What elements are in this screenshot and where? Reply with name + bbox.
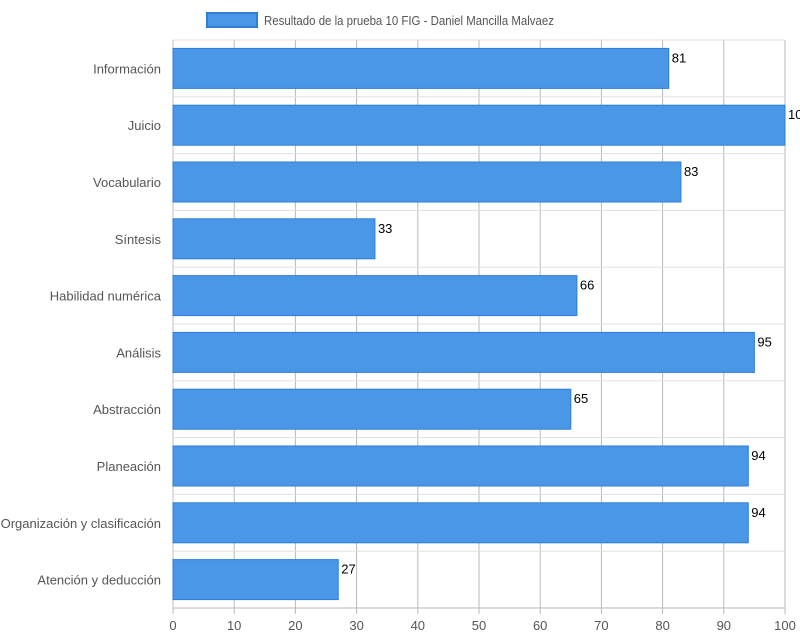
x-tick-label: 60 xyxy=(533,618,547,633)
x-tick-label: 50 xyxy=(472,618,486,633)
category-label: Abstracción xyxy=(93,402,161,417)
bar[interactable] xyxy=(172,161,682,203)
x-tick-label: 100 xyxy=(774,618,796,633)
category-label: Vocabulario xyxy=(93,175,161,190)
category-label: Síntesis xyxy=(115,232,162,247)
bar[interactable] xyxy=(172,218,376,260)
category-label: Análisis xyxy=(116,345,161,360)
x-tick-label: 0 xyxy=(169,618,176,633)
bar[interactable] xyxy=(172,275,578,317)
category-label: Información xyxy=(93,61,161,76)
x-tick-label: 40 xyxy=(411,618,425,633)
x-tick-label: 20 xyxy=(288,618,302,633)
data-label: 100 xyxy=(788,107,800,122)
data-label: 27 xyxy=(341,562,355,577)
data-label: 81 xyxy=(672,50,686,65)
x-tick-label: 10 xyxy=(227,618,241,633)
x-tick-label: 70 xyxy=(594,618,608,633)
legend-label: Resultado de la prueba 10 FIG - Daniel M… xyxy=(264,12,554,28)
category-label: Juicio xyxy=(128,118,161,133)
x-tick-label: 90 xyxy=(717,618,731,633)
category-label: Habilidad numérica xyxy=(50,289,162,304)
data-label: 66 xyxy=(580,278,594,293)
data-label: 94 xyxy=(751,448,765,463)
bar[interactable] xyxy=(172,445,749,487)
bar[interactable] xyxy=(172,331,755,373)
data-label: 33 xyxy=(378,221,392,236)
data-label: 65 xyxy=(574,391,588,406)
data-label: 94 xyxy=(751,505,765,520)
x-tick-label: 80 xyxy=(655,618,669,633)
category-label: Organización y clasificación xyxy=(1,516,161,531)
data-label: 83 xyxy=(684,164,698,179)
chart-legend[interactable]: Resultado de la prueba 10 FIG - Daniel M… xyxy=(206,9,594,31)
data-label: 95 xyxy=(757,334,771,349)
bar[interactable] xyxy=(172,388,572,430)
bar[interactable] xyxy=(172,104,786,146)
category-label: Atención y deducción xyxy=(37,573,161,588)
bar[interactable] xyxy=(172,559,339,601)
bar[interactable] xyxy=(172,47,670,89)
x-tick-label: 30 xyxy=(349,618,363,633)
legend-swatch xyxy=(206,12,258,28)
category-label: Planeación xyxy=(97,459,161,474)
bar[interactable] xyxy=(172,502,749,544)
